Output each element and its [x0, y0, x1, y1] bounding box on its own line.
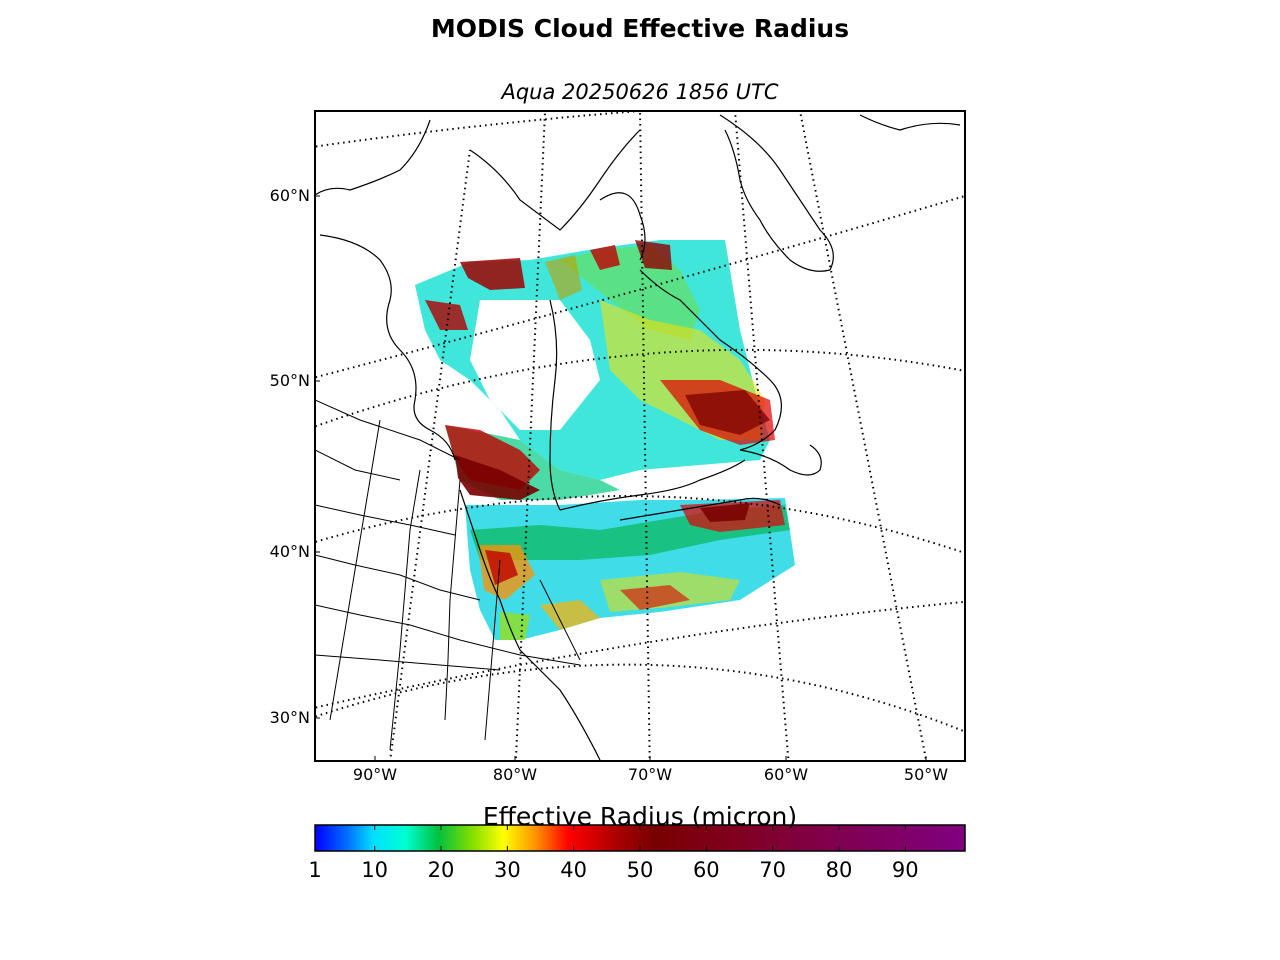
lat-label-30: 30°N [269, 708, 310, 727]
lon-label-80w: 80°W [492, 765, 538, 784]
graticule [315, 111, 965, 761]
map-content [315, 111, 965, 761]
lon-label-50w: 50°W [903, 765, 949, 784]
axis-ticks [315, 195, 927, 761]
colorbar-tick-label: 90 [891, 858, 919, 882]
colorbar-ticks [314, 825, 906, 851]
colorbar-tick-label: 30 [493, 858, 521, 882]
colorbar-tick-label: 70 [759, 858, 786, 882]
lat-label-40: 40°N [269, 542, 310, 561]
colorbar-tick-label: 10 [361, 858, 389, 882]
colorbar-tick-label: 40 [560, 858, 588, 882]
lat-label-60: 60°N [269, 186, 310, 205]
chart-subtitle: Aqua 20250626 1856 UTC [501, 80, 779, 104]
lon-label-60w: 60°W [763, 765, 809, 784]
map-frame [314, 110, 966, 762]
colorbar-tick-label: 80 [825, 858, 853, 882]
state-borders [315, 399, 581, 751]
colorbar-tick-label: 1 [308, 858, 322, 882]
colorbar-tick-label: 50 [626, 858, 654, 882]
lon-label-70w: 70°W [627, 765, 673, 784]
cloud-field [415, 240, 795, 640]
colorbar-tick-label: 20 [427, 858, 455, 882]
lat-label-50: 50°N [269, 371, 310, 390]
colorbar-label: Effective Radius (micron) [482, 802, 798, 831]
coastlines [315, 114, 961, 761]
lon-label-90w: 90°W [352, 765, 398, 784]
colorbar-tick-label: 60 [692, 858, 720, 882]
chart-title: MODIS Cloud Effective Radius [430, 14, 850, 43]
